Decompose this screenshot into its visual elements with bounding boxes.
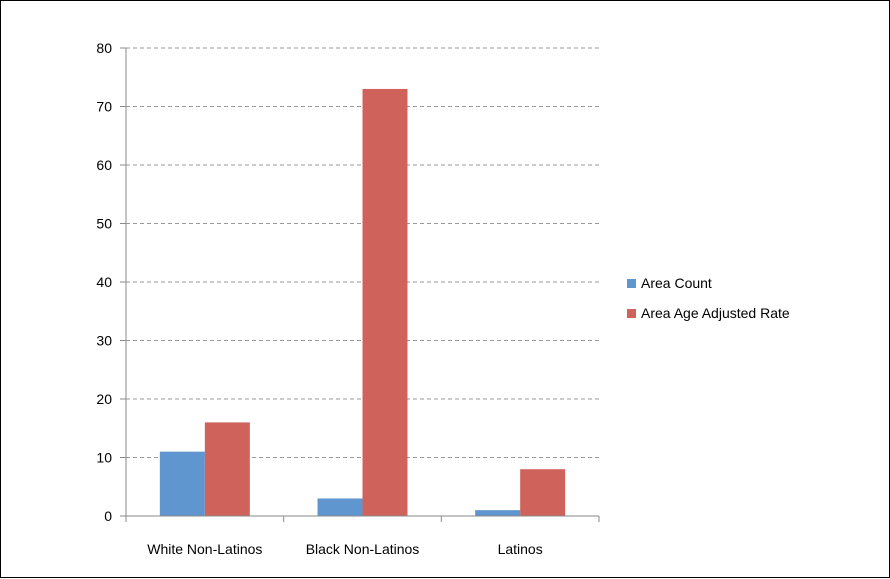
bar-area-count [159,451,205,516]
legend-label: Area Count [641,275,712,291]
x-axis-category-labels: White Non-Latinos Black Non-Latinos Latino… [147,541,542,557]
bar-area-age-adjusted-rate [204,422,250,516]
legend-swatch [627,279,636,288]
bar-area-count [317,498,363,516]
y-tick-label: 0 [104,508,112,524]
legend-swatch [627,309,636,318]
y-tick-label: 70 [96,99,112,115]
legend: Area Count Area Age Adjusted Rate [627,275,790,321]
legend-label: Area Age Adjusted Rate [641,305,790,321]
gridlines [126,47,599,458]
y-tick-label: 40 [96,274,112,290]
y-tick-label: 30 [96,333,112,349]
bar-area-count [475,510,521,516]
bar-area-age-adjusted-rate [520,469,566,516]
y-tick-label: 50 [96,216,112,232]
bar-area-age-adjusted-rate [362,88,408,516]
y-tick-label: 80 [96,40,112,56]
y-tick-label: 10 [96,450,112,466]
y-tick-label: 60 [96,157,112,173]
axes [120,47,600,522]
x-category-label: White Non-Latinos [147,541,262,557]
y-tick-label: 20 [96,391,112,407]
x-category-label: Latinos [498,541,543,557]
bars [159,88,566,516]
x-category-label: Black Non-Latinos [306,541,420,557]
y-axis-tick-labels: 0 10 20 30 40 50 60 70 80 [96,40,112,524]
